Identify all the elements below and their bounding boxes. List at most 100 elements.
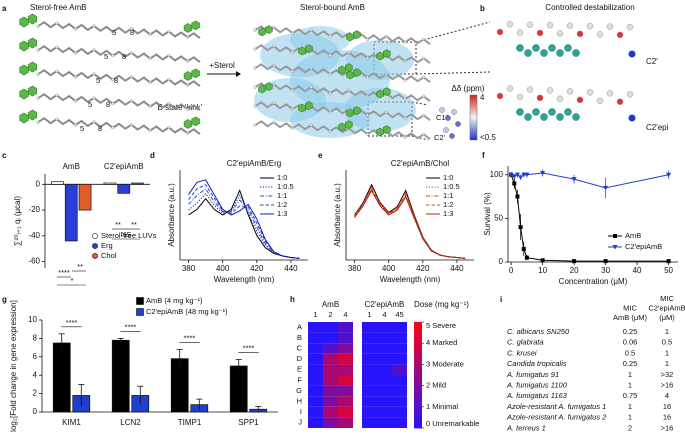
position-label: 8	[122, 52, 126, 61]
atom	[55, 21, 59, 25]
atom	[403, 116, 407, 120]
molecule-chain	[37, 21, 201, 39]
position-label: 8	[98, 124, 102, 133]
category-label: TIMP1	[178, 418, 202, 427]
atom	[36, 24, 40, 28]
atom	[524, 113, 532, 121]
heatmap-cell	[323, 343, 338, 354]
atom	[536, 94, 544, 102]
atom	[548, 108, 556, 116]
colorbar-step	[414, 371, 422, 376]
chart-title: C2′epiAmB/Erg	[227, 159, 281, 168]
legend-marker	[92, 253, 98, 259]
atom	[186, 35, 190, 39]
significance-label: **	[77, 262, 83, 271]
sterol-ring	[265, 82, 273, 91]
column-label: 2	[328, 310, 332, 319]
molecule-chain	[37, 69, 201, 87]
heatmap-cell	[308, 375, 323, 386]
heatmap-cell	[362, 396, 377, 407]
atom	[616, 31, 624, 39]
heatmap-cell	[377, 375, 392, 386]
group-label: AmB	[322, 300, 339, 309]
atom	[55, 117, 59, 121]
colorbar-step	[414, 413, 422, 418]
sterol-ring	[183, 23, 193, 33]
point	[524, 255, 529, 260]
atom	[548, 44, 556, 52]
atom	[272, 120, 276, 124]
atom	[366, 113, 370, 117]
sterol-ring	[298, 103, 306, 113]
atom	[73, 75, 77, 79]
atom	[403, 40, 407, 44]
atom	[586, 89, 594, 96]
atom	[291, 107, 295, 111]
panel-label: h	[290, 295, 295, 304]
mic-value: 0.25	[623, 327, 638, 336]
atom	[422, 56, 426, 60]
atom	[366, 37, 370, 41]
atom	[566, 22, 574, 29]
colorbar-step	[414, 410, 422, 415]
atom	[616, 98, 624, 105]
panel-label: b	[480, 4, 485, 13]
atom	[272, 101, 276, 105]
heatmap-cell	[362, 322, 377, 333]
heatmap-cell	[308, 406, 323, 418]
heatmap-cell	[392, 332, 407, 344]
heatmap-cell	[323, 332, 338, 344]
position-label: 5	[104, 52, 108, 61]
atom	[291, 31, 295, 35]
significance-label: ****	[58, 268, 70, 277]
sterol-ring	[298, 46, 306, 56]
point	[571, 177, 577, 182]
significance-label: NS	[121, 230, 131, 239]
atom	[36, 120, 40, 124]
heatmap-cell	[377, 322, 392, 333]
colorbar-label: 4 Marked	[426, 338, 457, 347]
y-tick-label: 50	[494, 213, 503, 222]
sterol-ring	[353, 30, 361, 39]
sterol-ring	[376, 51, 384, 61]
sterol-ring	[183, 119, 193, 129]
heatmap-cell	[377, 332, 392, 344]
legend-label: C2′epiAmB (48 mg kg⁻¹)	[146, 307, 228, 316]
atom	[403, 78, 407, 82]
atom	[186, 83, 190, 87]
heatmap-cell	[323, 322, 338, 333]
atom	[111, 78, 115, 82]
colorbar-step	[414, 322, 422, 326]
atom	[129, 75, 133, 79]
significance-label: **	[131, 220, 137, 229]
organism: C. krusei	[507, 348, 537, 357]
x-tick-label: 420	[250, 264, 264, 273]
bar	[131, 182, 144, 185]
legend-label: 1:0.5	[443, 182, 460, 191]
atom	[309, 66, 313, 70]
sterol-ring	[383, 87, 391, 96]
legend-label: 1:0	[277, 173, 287, 182]
atom	[167, 101, 171, 105]
atom	[532, 44, 540, 52]
organism: Candida tropicalis	[507, 359, 567, 368]
heatmap-cell	[323, 385, 338, 397]
scale-max: 4	[480, 93, 485, 102]
molecule-chain	[254, 120, 431, 140]
atom	[403, 59, 407, 63]
organism: A. fumigatus 91	[506, 370, 559, 379]
y-axis-label: Absorbance (a.u.)	[167, 183, 176, 247]
panel-b-title: Controlled destabilization	[545, 3, 634, 12]
legend-label: 1:1	[443, 191, 453, 200]
atom	[606, 90, 614, 97]
atom	[556, 95, 564, 103]
legend-label: 1:2	[443, 200, 453, 209]
atom	[384, 110, 388, 114]
category-label: SPP1	[238, 418, 259, 427]
kink-label: B state ‘kink’	[158, 103, 203, 112]
heatmap-cell	[392, 417, 407, 428]
position-label: 8	[106, 100, 110, 109]
heatmap-cell	[338, 417, 353, 428]
atom	[516, 93, 524, 101]
atom	[55, 45, 59, 49]
